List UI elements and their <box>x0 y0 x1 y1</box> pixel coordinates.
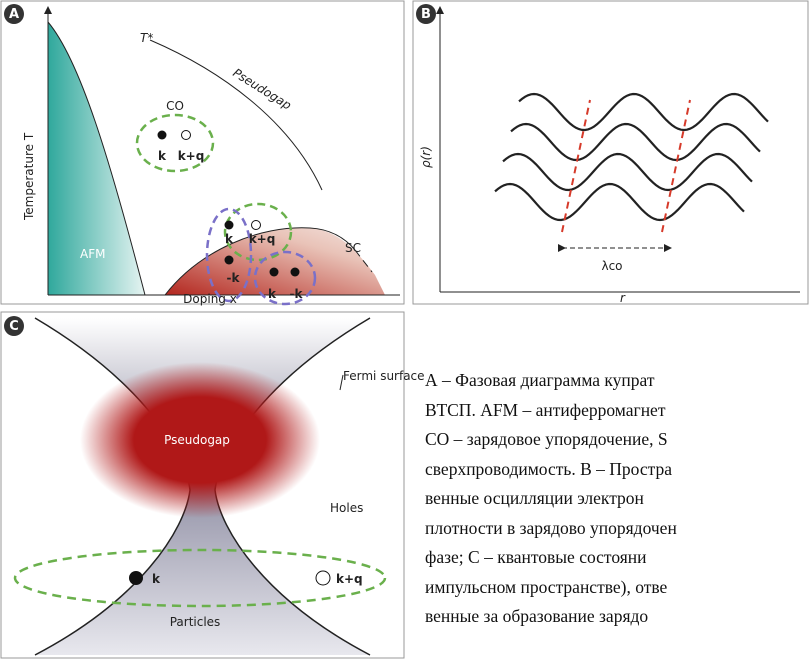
electron <box>129 571 143 585</box>
electron <box>225 256 234 265</box>
electron <box>270 268 279 277</box>
caption-line: импульсном пространстве), отве <box>425 573 809 603</box>
label: T* <box>140 31 153 45</box>
page: A T* Pseudogap CO k k+q Temperature T Do… <box>0 0 809 660</box>
label: Pseudogap <box>164 433 230 447</box>
caption-line: А – Фазовая диаграмма купрат <box>425 366 809 396</box>
label: AFM <box>80 247 105 261</box>
panel-label: B <box>421 7 431 22</box>
caption-line: плотности в зарядово упорядочен <box>425 514 809 544</box>
label: k <box>158 149 167 163</box>
panel-label: A <box>9 7 19 22</box>
label: k <box>225 232 234 246</box>
label: k <box>268 287 277 301</box>
label: k <box>152 572 161 586</box>
axis-title: Doping x <box>183 292 237 306</box>
panel-label: C <box>9 319 19 334</box>
electron <box>291 268 300 277</box>
label: -k <box>227 271 241 285</box>
label: Fermi surface <box>343 369 425 383</box>
axis-title: ρ(r) <box>419 146 433 168</box>
label: k+q <box>249 232 276 246</box>
caption-line: венные за образование зарядо <box>425 602 809 632</box>
label: λco <box>601 259 622 273</box>
electron <box>225 221 234 230</box>
caption-line: ВТСП. AFM – антиферромагнет <box>425 396 809 426</box>
caption-line: сверхпроводимость. В – Простра <box>425 455 809 485</box>
caption-line: венные осцилляции электрон <box>425 484 809 514</box>
caption-line: CO – зарядовое упорядочение, S <box>425 425 809 455</box>
label: k+q <box>336 572 363 586</box>
caption-line: фазе; С – квантовые состояни <box>425 543 809 573</box>
label: CO <box>166 99 184 113</box>
label: SC <box>345 241 361 255</box>
axis-title: Temperature T <box>22 132 36 221</box>
electron <box>158 131 167 140</box>
label: k+q <box>178 149 205 163</box>
label: Particles <box>170 615 221 629</box>
hole <box>316 571 330 585</box>
label: Holes <box>330 501 363 515</box>
label: -k <box>290 287 304 301</box>
